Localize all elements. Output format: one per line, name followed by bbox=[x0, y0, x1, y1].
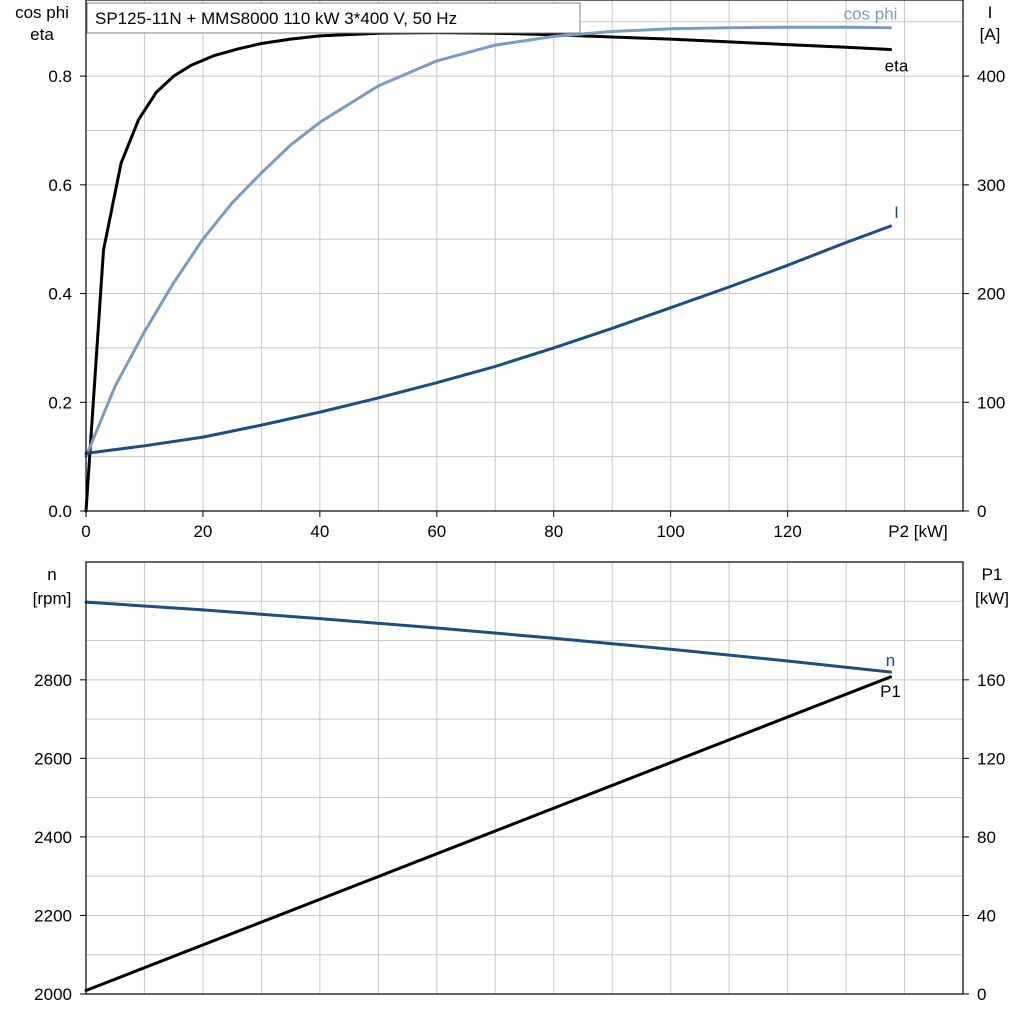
bottom-left-ticks: 2000 2200 2400 2600 2800 bbox=[34, 671, 86, 1004]
top-x-tick-label: 40 bbox=[310, 522, 329, 541]
top-x-axis-title: P2 [kW] bbox=[888, 522, 948, 541]
bottom-right-tick-label: 0 bbox=[977, 985, 986, 1004]
chart-title-box bbox=[86, 2, 581, 34]
top-plot-frame bbox=[85, 0, 964, 512]
top-x-tick-label: 100 bbox=[656, 522, 684, 541]
bottom-left-tick-label: 2600 bbox=[34, 749, 72, 768]
bottom-series-labels: n P1 bbox=[880, 651, 901, 701]
top-curves bbox=[84, 25, 892, 513]
series-n-line bbox=[84, 600, 892, 674]
series-cos-phi-line bbox=[84, 25, 892, 459]
top-x-tick-label: 0 bbox=[81, 522, 90, 541]
bottom-left-axis-title-line1: n bbox=[47, 565, 56, 584]
chart-title: SP125-11N + MMS8000 110 kW 3*400 V, 50 H… bbox=[95, 9, 457, 28]
bottom-right-tick-label: 160 bbox=[977, 671, 1005, 690]
top-x-tick-label: 60 bbox=[427, 522, 446, 541]
bottom-right-tick-label: 80 bbox=[977, 828, 996, 847]
top-left-tick-label: 0.4 bbox=[48, 285, 72, 304]
top-right-tick-label: 300 bbox=[977, 176, 1005, 195]
top-left-tick-label: 0.6 bbox=[48, 176, 72, 195]
bottom-right-ticks: 0 40 80 120 160 bbox=[963, 671, 1005, 1004]
top-right-tick-label: 100 bbox=[977, 393, 1005, 412]
top-right-ticks: 0 100 200 300 400 bbox=[963, 67, 1005, 521]
top-grid bbox=[86, 0, 963, 511]
bottom-right-axis-title-line1: P1 bbox=[982, 565, 1003, 584]
top-left-tick-label: 0.2 bbox=[48, 393, 72, 412]
top-x-tick-label: 120 bbox=[773, 522, 801, 541]
series-eta-line bbox=[84, 31, 892, 513]
bottom-panel: 2000 2200 2400 2600 2800 0 40 80 120 160 n P1 n [… bbox=[33, 561, 1009, 1004]
bottom-left-tick-label: 2200 bbox=[34, 906, 72, 925]
top-right-tick-label: 200 bbox=[977, 285, 1005, 304]
bottom-right-tick-label: 120 bbox=[977, 749, 1005, 768]
bottom-left-tick-label: 2000 bbox=[34, 985, 72, 1004]
top-x-tick-label: 80 bbox=[544, 522, 563, 541]
bottom-plot-frame bbox=[85, 561, 964, 995]
series-cos-phi-label: cos phi bbox=[844, 5, 898, 24]
bottom-left-tick-label: 2800 bbox=[34, 671, 72, 690]
bottom-left-tick-label: 2400 bbox=[34, 828, 72, 847]
top-x-tick-label: 20 bbox=[193, 522, 212, 541]
series-i-label: I bbox=[894, 203, 899, 222]
top-right-tick-label: 400 bbox=[977, 67, 1005, 86]
series-i-line bbox=[84, 224, 892, 455]
top-left-axis-title-line1: cos phi bbox=[15, 3, 69, 22]
series-p1-line bbox=[84, 675, 892, 992]
top-left-tick-label: 0.8 bbox=[48, 67, 72, 86]
top-left-axis-title-line2: eta bbox=[30, 25, 54, 44]
top-x-ticks: 0 20 40 60 80 100 120 bbox=[81, 511, 802, 541]
series-p1-label: P1 bbox=[880, 682, 901, 701]
bottom-left-axis-title-line2: [rpm] bbox=[33, 589, 72, 608]
bottom-right-tick-label: 40 bbox=[977, 906, 996, 925]
top-right-axis-title-line2: [A] bbox=[980, 25, 1001, 44]
top-right-axis-title-line1: I bbox=[988, 3, 993, 22]
bottom-right-axis-title-line2: [kW] bbox=[975, 589, 1009, 608]
bottom-curves bbox=[84, 600, 892, 992]
series-n-label: n bbox=[886, 651, 895, 670]
top-left-tick-label: 0.0 bbox=[48, 502, 72, 521]
top-panel: 0.0 0.2 0.4 0.6 0.8 0 100 200 300 400 0 20 40 60 80 1… bbox=[15, 0, 1005, 541]
top-right-tick-label: 0 bbox=[977, 502, 986, 521]
top-series-labels: eta cos phi I bbox=[844, 5, 909, 222]
series-eta-label: eta bbox=[885, 56, 909, 75]
bottom-grid bbox=[86, 562, 963, 994]
top-left-ticks: 0.0 0.2 0.4 0.6 0.8 bbox=[48, 67, 86, 521]
